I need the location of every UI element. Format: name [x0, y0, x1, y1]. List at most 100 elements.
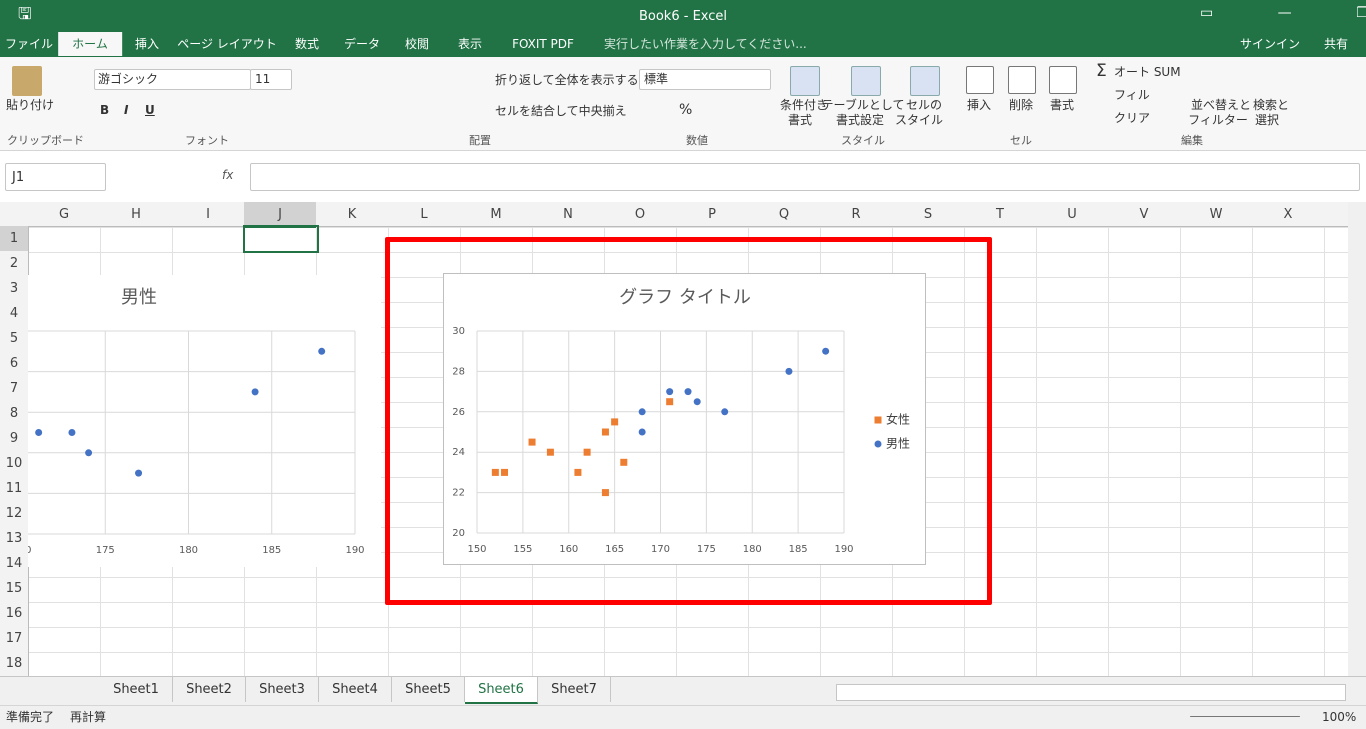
chart[interactable]: グラフ タイトル 150 155 160 165 170 175 180 185 190 20 22 2…	[443, 273, 926, 565]
column-label: T	[996, 207, 1004, 222]
clear[interactable]: クリア	[1114, 111, 1151, 125]
column-label: P	[708, 207, 716, 222]
share[interactable]: 共有	[1324, 37, 1349, 51]
sort-filter[interactable]: 並べ替えと	[1190, 98, 1252, 112]
ribbon-tab[interactable]: 数式	[294, 37, 320, 51]
sheet-tab[interactable]: Sheet6	[465, 677, 538, 704]
fill[interactable]: フィル	[1114, 88, 1150, 102]
y-tick-label: 22	[452, 488, 465, 499]
column-label: N	[563, 207, 573, 222]
zoom-slider[interactable]	[1190, 716, 1300, 717]
point	[528, 438, 536, 446]
percent[interactable]: %	[679, 102, 693, 118]
insert[interactable]: 挿入	[966, 98, 992, 112]
style-icon[interactable]	[790, 66, 820, 96]
formula-input[interactable]	[250, 163, 1360, 191]
sheet-tab[interactable]: Sheet3	[246, 677, 319, 702]
chart[interactable]: 男性17017518018519024.525.526.527.528.529.…	[28, 275, 381, 567]
conditional-format[interactable]: 条件付き	[779, 98, 829, 112]
row-label: 14	[5, 556, 23, 571]
tell-me[interactable]: 実行したい作業を入力してください...	[604, 37, 807, 51]
point	[85, 449, 93, 457]
y-tick-label: 30	[452, 326, 465, 337]
sheet-tab[interactable]: Sheet7	[538, 677, 611, 702]
paste[interactable]: 貼り付け	[6, 98, 55, 112]
window-controls[interactable]: ▭ — ❐ ✕	[1200, 5, 1366, 21]
v-scrollbar[interactable]	[1348, 202, 1366, 676]
point	[546, 448, 554, 456]
x-tick-label: 165	[605, 544, 624, 555]
ribbon-tab[interactable]: 表示	[457, 37, 483, 51]
legend-marker	[874, 416, 882, 424]
ribbon-tab[interactable]: データ	[343, 37, 381, 51]
style-icon[interactable]	[910, 66, 940, 96]
format-as-table[interactable]: 書式設定	[835, 113, 885, 127]
merge-center[interactable]: セルを結合して中央揃え	[495, 104, 627, 118]
ribbon-tab[interactable]: FOXIT PDF	[512, 37, 574, 51]
chart-clip: 男性17017518018519024.525.526.527.528.529.…	[28, 275, 381, 567]
ribbon-tab[interactable]: ファイル	[4, 37, 54, 51]
format-box[interactable]	[639, 69, 771, 90]
column-label: V	[1139, 207, 1149, 222]
find-select[interactable]: 検索と	[1252, 98, 1290, 112]
row-label: 11	[5, 481, 23, 496]
zoom[interactable]: 100%	[1322, 710, 1357, 724]
cell-styles[interactable]: スタイル	[894, 113, 944, 127]
sort-filter[interactable]: フィルター	[1188, 113, 1248, 127]
style-icon[interactable]	[851, 66, 881, 96]
sheet-tab[interactable]: Sheet2	[173, 677, 246, 702]
ribbon-tab[interactable]: ホーム	[58, 32, 122, 56]
find-select[interactable]: 選択	[1254, 113, 1280, 127]
bold[interactable]: B	[100, 103, 110, 117]
selected-cell[interactable]	[243, 225, 319, 253]
cell-icon[interactable]	[1049, 66, 1077, 94]
x-tick-label: 180	[179, 545, 198, 556]
underline[interactable]: U	[145, 103, 155, 117]
x-tick-label: 160	[559, 544, 578, 555]
delete[interactable]: 削除	[1008, 98, 1034, 112]
ribbon-tab[interactable]: ページ レイアウト	[177, 37, 277, 51]
cell-icon[interactable]	[1008, 66, 1036, 94]
size-box[interactable]	[250, 69, 292, 90]
sheet-tab[interactable]: Sheet1	[100, 677, 173, 702]
cell-icon[interactable]	[966, 66, 994, 94]
legend-label: 男性	[886, 437, 910, 451]
ribbon-tab[interactable]: 挿入	[134, 37, 160, 51]
column-label: R	[851, 207, 861, 222]
x-tick-label: 175	[96, 545, 115, 556]
column-label: L	[420, 207, 428, 222]
paste-icon[interactable]	[12, 66, 42, 96]
ribbon-tab[interactable]: 校閲	[404, 37, 430, 51]
wrap-text[interactable]: 折り返して全体を表示する	[495, 73, 639, 87]
italic[interactable]: I	[124, 103, 129, 117]
format[interactable]: 書式	[1049, 98, 1075, 112]
sigma[interactable]: Σ	[1096, 61, 1107, 81]
fx-button[interactable]: fx	[222, 168, 234, 182]
sheet-tab[interactable]: Sheet4	[319, 677, 392, 702]
sheet-tab[interactable]: Sheet5	[392, 677, 465, 702]
chart-title: グラフ タイトル	[619, 287, 751, 308]
row-label: 2	[9, 256, 19, 271]
format-as-table[interactable]: テーブルとして	[821, 98, 905, 112]
group-label: 編集	[1181, 134, 1203, 147]
save-icon[interactable]: 🖫	[18, 4, 32, 23]
row-label: 12	[5, 506, 23, 521]
column-label: U	[1067, 207, 1077, 222]
sign-in[interactable]: サインイン	[1240, 37, 1301, 51]
column-header	[0, 202, 1348, 227]
x-tick-label: 185	[262, 545, 281, 556]
h-scrollbar[interactable]	[836, 684, 1346, 701]
name-box[interactable]	[5, 163, 106, 191]
point	[666, 388, 674, 396]
autosum[interactable]: オート SUM	[1114, 65, 1181, 79]
font-name: 游ゴシック	[98, 72, 159, 86]
conditional-format[interactable]: 書式	[787, 113, 813, 127]
font-size: 11	[255, 72, 271, 86]
column-label: O	[634, 207, 646, 222]
cell-styles[interactable]: セルの	[905, 98, 943, 112]
row-label: 7	[9, 381, 19, 396]
x-tick-label: 175	[697, 544, 716, 555]
x-tick-label: 185	[789, 544, 808, 555]
point	[251, 388, 259, 396]
